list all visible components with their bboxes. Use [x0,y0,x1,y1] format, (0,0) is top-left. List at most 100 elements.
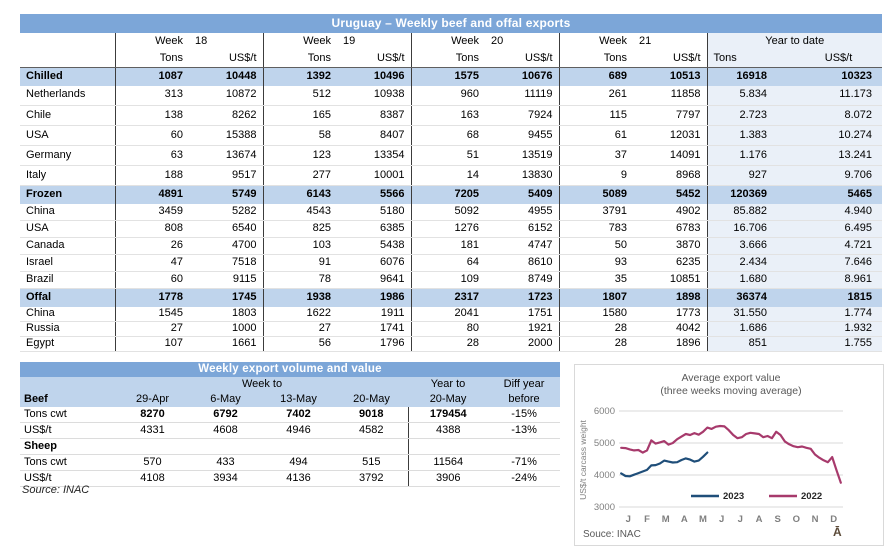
table-cell: 5.834 [706,85,795,106]
table-cell: 163 [410,105,485,126]
date-header: 20-May [335,392,409,407]
table-cell: 6152 [485,220,559,238]
table-cell: 28 [558,321,633,337]
chart-source-note: Souce: INAC [583,529,641,540]
row-label: Canada [20,237,115,255]
volume-table-title-bar: Weekly export volume and value [20,362,560,377]
table-cell: 4543 [262,203,337,221]
table-cell: 9.706 [795,165,883,186]
table-row: Frozen 4891 5749 6143 5566 7205 5409 5089 5452 12… [20,185,883,204]
table-cell: 60 [114,271,189,289]
usdt-header: US$/t [485,51,559,68]
table-cell: 13674 [189,145,263,166]
before-header: before [488,392,561,407]
table-cell: 8407 [337,125,411,146]
chart-subtitle: (three weeks moving average) [660,385,801,397]
table-cell: 1807 [558,288,633,307]
table-cell: 851 [706,336,795,352]
table-cell: 9455 [485,125,559,146]
table-cell: -24% [488,470,561,487]
table-cell: 4582 [335,422,409,439]
source-note: Source: INAC [22,484,90,496]
chart-title: Average export value [681,372,780,384]
table-cell: 1661 [189,336,263,352]
row-label: Brazil [20,271,115,289]
tons-header: Tons [262,51,337,68]
table-cell: 3934 [189,470,262,487]
table-cell: 2.723 [706,105,795,126]
table-cell: 10851 [633,271,707,289]
table-cell: 8387 [337,105,411,126]
table-cell: -13% [488,422,561,439]
table-cell: 4955 [485,203,559,221]
table-row: Brazil 60 9115 78 9641 109 8749 35 10851 1.680 8.9… [20,271,883,289]
table-cell: 36374 [706,288,795,307]
table-cell: 277 [262,165,337,186]
series-line-2023 [620,451,709,478]
table-cell: 2041 [410,306,485,322]
table-row: Tons cwt 570 433 494 515 11564 -71% [20,454,561,471]
row-label: Germany [20,145,115,166]
table-row: Chile 138 8262 165 8387 163 7924 115 7797 2.723 8.… [20,105,883,126]
beef-header: Beef [20,392,116,407]
table-cell: 4136 [262,470,335,487]
exports-table-title-bar: Uruguay – Weekly beef and offal exports [20,14,882,33]
year-to-date-header: Year to date [706,33,883,51]
table-cell: 10001 [337,165,411,186]
table-cell: 9115 [189,271,263,289]
table-cell: 1815 [795,288,883,307]
table-cell: 27 [262,321,337,337]
corner-cell [20,51,115,68]
table-cell: -71% [488,454,561,471]
table-cell: 11119 [485,85,559,106]
table-cell: 6385 [337,220,411,238]
table-cell: 7518 [189,254,263,272]
table-cell [407,438,489,455]
table-cell: 261 [558,85,633,106]
group-header-row: Week to Year to Diff year [20,377,561,392]
table-cell: 188 [114,165,189,186]
tons-header: Tons [410,51,485,68]
table-cell: 10496 [337,67,411,86]
table-cell: 4108 [116,470,189,487]
table-cell: 3870 [633,237,707,255]
table-cell [189,438,262,455]
table-cell: 808 [114,220,189,238]
table-cell: 5566 [337,185,411,204]
table-row: Tons cwt 8270 6792 7402 9018 179454 -15% [20,407,561,423]
table-cell: 64 [410,254,485,272]
table-row: Italy 188 9517 277 10001 14 13830 9 8968 927 9.706 [20,165,883,186]
table-cell: 47 [114,254,189,272]
table-cell: 1796 [337,336,411,352]
table-cell: 6235 [633,254,707,272]
table-cell: 37 [558,145,633,166]
table-cell: 165 [262,105,337,126]
row-label: Offal [20,288,115,307]
table-cell: 6792 [189,407,262,423]
y-axis-title: US$/t carcass weight [578,419,588,499]
table-cell: 4891 [114,185,189,204]
table-cell: 4.721 [795,237,883,255]
table-row: Israel 47 7518 91 6076 64 8610 93 6235 2.434 7.646 [20,254,883,272]
table-cell: 6.495 [795,220,883,238]
table-cell: 1087 [114,67,189,86]
x-month-label: O [793,514,800,525]
table-cell: 68 [410,125,485,146]
table-cell: 433 [189,454,262,471]
table-cell: 1000 [189,321,263,337]
row-label: Frozen [20,185,115,204]
table-cell: 1745 [189,288,263,307]
volume-table: Week to Year to Diff year Beef 29-Apr 6-… [20,377,561,487]
tons-header: Tons [114,51,189,68]
table-cell: 10676 [485,67,559,86]
week-label: Week [114,33,189,51]
table-cell: 494 [262,454,335,471]
table-cell: 3791 [558,203,633,221]
table-cell: 51 [410,145,485,166]
table-cell: 26 [114,237,189,255]
row-label: USA [20,125,115,146]
table-cell: 10323 [795,67,883,86]
table-cell: 63 [114,145,189,166]
corner-glyph: Ā [833,525,842,539]
table-row: China 3459 5282 4543 5180 5092 4955 3791 4902 85.… [20,203,883,221]
